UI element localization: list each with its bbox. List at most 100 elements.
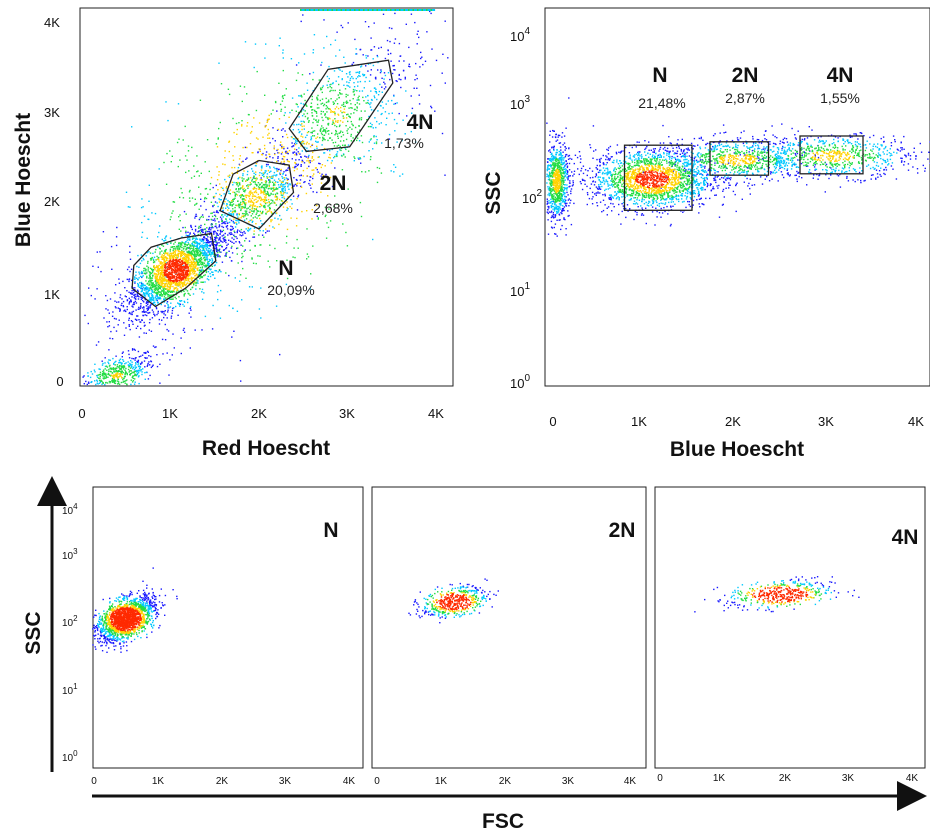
event-dot: [262, 136, 264, 138]
event-dot: [128, 325, 130, 327]
event-dot: [237, 247, 239, 249]
event-dot: [311, 143, 314, 146]
event-dot: [114, 300, 116, 302]
event-dot: [108, 349, 110, 351]
event-dot: [182, 251, 184, 253]
event-dot: [223, 203, 225, 205]
event-dot: [186, 282, 189, 284]
event-dot: [214, 215, 217, 218]
event-dot: [172, 249, 174, 252]
event-dot: [228, 212, 230, 214]
event-dot: [187, 292, 189, 295]
event-dot: [130, 360, 132, 362]
event-dot: [180, 337, 182, 339]
event-dot: [339, 69, 341, 71]
event-dot: [133, 348, 135, 350]
event-dot: [206, 230, 209, 233]
event-dot: [281, 177, 284, 179]
event-dot: [244, 189, 247, 191]
event-dot: [208, 247, 211, 250]
event-dot: [169, 264, 171, 266]
event-dot: [315, 111, 318, 113]
event-dot: [253, 205, 256, 207]
event-dot: [376, 98, 378, 101]
event-dot: [317, 171, 319, 173]
event-dot: [223, 236, 225, 239]
event-dot: [296, 198, 298, 200]
event-dot: [190, 254, 192, 257]
event-dot: [282, 191, 284, 193]
event-dot: [370, 156, 372, 158]
event-dot: [272, 157, 274, 159]
event-dot: [327, 133, 330, 135]
event-dot: [286, 259, 288, 261]
event-dot: [134, 374, 136, 376]
event-dot: [168, 374, 170, 376]
event-dot: [128, 365, 130, 367]
event-dot: [177, 314, 179, 316]
event-dot: [171, 354, 173, 356]
event-dot: [280, 141, 282, 143]
event-dot: [136, 360, 138, 363]
event-dot: [183, 245, 185, 248]
event-dot: [128, 280, 130, 283]
event-dot: [132, 310, 135, 313]
event-dot: [368, 115, 370, 118]
event-dot: [200, 215, 203, 218]
event-dot: [270, 187, 272, 189]
event-dot: [239, 155, 241, 157]
event-dot: [197, 267, 199, 269]
event-dot: [155, 306, 158, 309]
event-dot: [375, 142, 378, 145]
event-dot: [288, 188, 290, 190]
event-dot: [351, 63, 353, 66]
event-dot: [373, 95, 375, 97]
event-dot: [192, 267, 194, 269]
event-dot: [210, 255, 212, 257]
event-dot: [128, 303, 130, 305]
event-dot: [242, 160, 244, 163]
event-dot: [119, 361, 121, 364]
event-dot: [163, 298, 165, 300]
event-dot: [241, 232, 244, 234]
event-dot: [411, 107, 414, 110]
event-dot: [337, 113, 339, 115]
event-dot: [380, 70, 382, 73]
event-dot: [220, 289, 222, 292]
event-dot: [346, 100, 348, 102]
event-dot: [158, 256, 160, 259]
event-dot: [318, 162, 320, 165]
event-dot: [159, 271, 162, 274]
event-dot: [336, 103, 339, 105]
event-dot: [148, 299, 150, 301]
event-dot: [239, 359, 242, 362]
event-dot: [216, 211, 218, 213]
event-dot: [281, 196, 283, 199]
event-dot: [231, 172, 233, 174]
event-dot: [275, 175, 277, 177]
event-dot: [85, 380, 87, 383]
event-dot: [142, 293, 145, 295]
event-dot: [282, 181, 284, 183]
event-dot: [352, 61, 355, 64]
event-dot: [158, 284, 160, 286]
event-dot: [116, 365, 118, 368]
event-dot: [161, 278, 164, 280]
event-dot: [372, 127, 374, 129]
event-dot: [148, 288, 150, 290]
event-dot: [131, 313, 133, 315]
event-dot: [358, 119, 361, 121]
event-dot: [134, 295, 136, 297]
event-dot: [130, 320, 133, 322]
event-dot: [381, 91, 383, 93]
event-dot: [111, 379, 114, 381]
event-dot: [191, 261, 193, 264]
event-dot: [296, 179, 298, 181]
event-dot: [188, 252, 190, 254]
event-dot: [207, 261, 209, 263]
event-dot: [210, 238, 212, 240]
event-dot: [309, 9, 311, 11]
event-dot: [347, 85, 350, 87]
event-dot: [313, 159, 315, 161]
event-dot: [208, 252, 211, 255]
